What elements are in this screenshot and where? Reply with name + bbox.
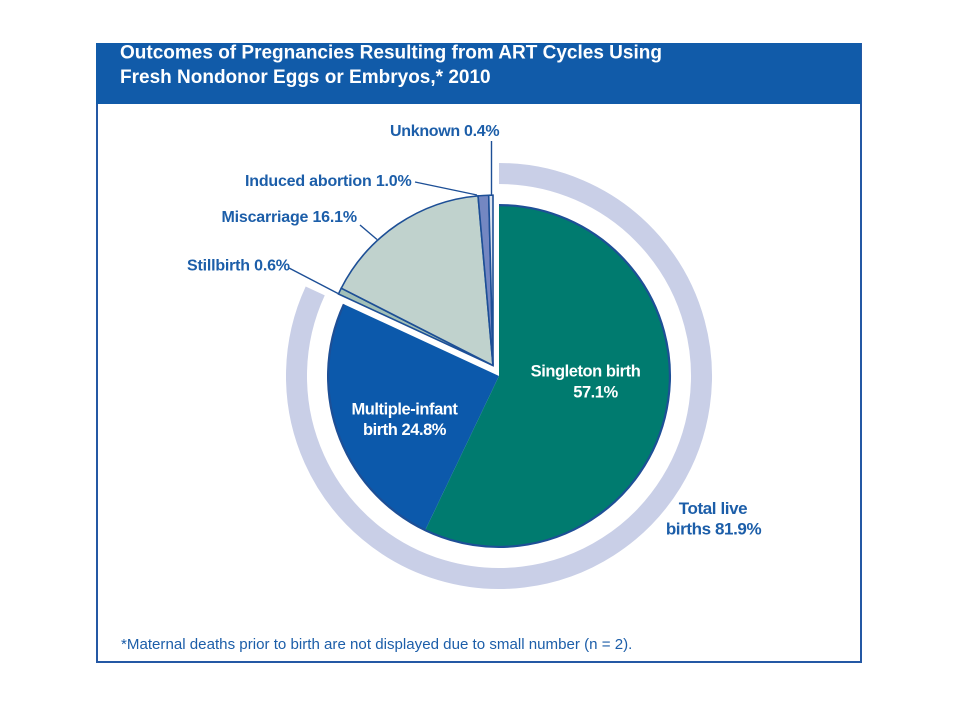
svg-text:Unknown 0.4%: Unknown 0.4% <box>390 123 499 140</box>
svg-text:Induced abortion 1.0%: Induced abortion 1.0% <box>245 173 412 190</box>
svg-text:Stillbirth 0.6%: Stillbirth 0.6% <box>187 258 290 275</box>
svg-text:Multiple-infant: Multiple-infant <box>352 401 459 419</box>
svg-text:Total live: Total live <box>679 499 747 518</box>
svg-text:Miscarriage 16.1%: Miscarriage 16.1% <box>222 209 357 226</box>
svg-text:births 81.9%: births 81.9% <box>666 520 762 539</box>
svg-text:57.1%: 57.1% <box>573 384 618 402</box>
svg-text:*Maternal deaths prior to birt: *Maternal deaths prior to birth are not … <box>121 636 632 653</box>
svg-text:Fresh Nondonor Eggs or Embryos: Fresh Nondonor Eggs or Embryos,* 2010 <box>120 67 491 88</box>
svg-text:Singleton birth: Singleton birth <box>531 363 641 381</box>
svg-text:Outcomes of Pregnancies Result: Outcomes of Pregnancies Resulting from A… <box>120 43 662 64</box>
svg-text:birth 24.8%: birth 24.8% <box>363 421 447 439</box>
